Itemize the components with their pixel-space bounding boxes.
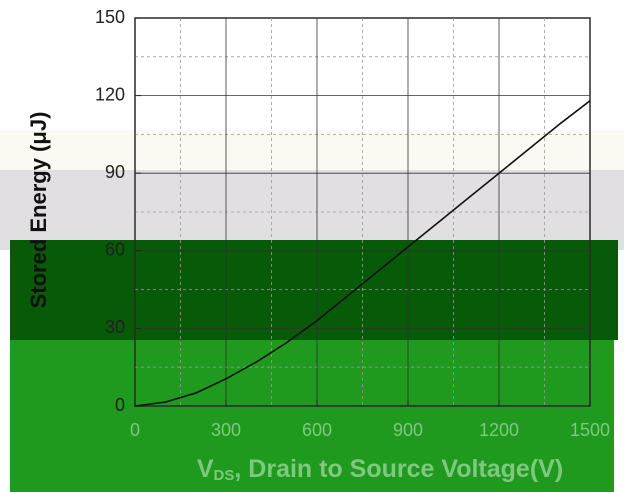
- x-tick-label: 1500: [570, 420, 610, 440]
- x-label-sub: DS: [214, 467, 235, 484]
- y-tick-label: 150: [95, 7, 125, 27]
- x-tick-label: 1200: [479, 420, 519, 440]
- x-tick-label: 600: [302, 420, 332, 440]
- x-axis-label: VDS, Drain to Source Voltage(V): [197, 455, 563, 484]
- y-tick-label: 30: [105, 317, 125, 337]
- y-axis-label: Stored Energy (μJ): [26, 112, 51, 309]
- y-tick-label: 120: [95, 84, 125, 104]
- x-tick-label: 300: [211, 420, 241, 440]
- plot-area: [134, 17, 591, 407]
- x-label-rest: , Drain to Source Voltage(V): [234, 455, 563, 483]
- x-tick-label: 900: [393, 420, 423, 440]
- data-line: [134, 100, 591, 407]
- y-tick-label: 90: [105, 162, 125, 182]
- y-tick-label: 0: [115, 395, 125, 415]
- y-tick-label: 60: [105, 240, 125, 260]
- x-label-main: V: [197, 455, 214, 483]
- artifact-band: [0, 130, 624, 170]
- artifact-band: [0, 170, 624, 250]
- x-tick-label: 0: [130, 420, 140, 440]
